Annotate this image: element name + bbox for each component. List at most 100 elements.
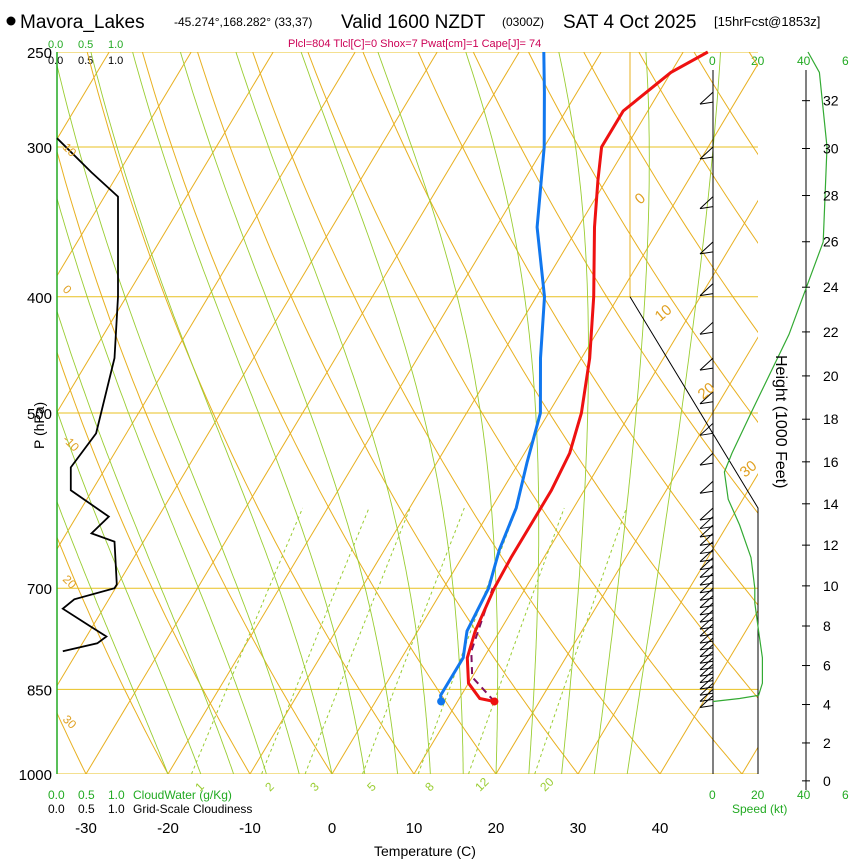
mixing-ratio-label: 5 bbox=[364, 779, 379, 794]
wind-barb bbox=[699, 695, 714, 708]
svg-text:20: 20 bbox=[751, 788, 765, 802]
isotherm-line bbox=[331, 63, 758, 774]
wind-barb-flag bbox=[699, 517, 714, 521]
height-tick-label: 4 bbox=[823, 697, 831, 713]
dry-adiabat-line bbox=[583, 52, 758, 334]
moist-adiabat-line bbox=[377, 52, 499, 774]
adiabat-label: 20 bbox=[60, 572, 80, 592]
dry-adiabat-line bbox=[0, 52, 4, 774]
wind-speed-line bbox=[712, 51, 828, 703]
wind-barb-flag bbox=[699, 626, 714, 630]
wind-barb-staff bbox=[699, 609, 714, 623]
svg-text:40: 40 bbox=[797, 54, 811, 68]
wind-barb-flag bbox=[699, 542, 714, 546]
wind-barb bbox=[699, 650, 714, 664]
temperature-line bbox=[465, 50, 709, 703]
wind-barb bbox=[699, 657, 714, 671]
wind-barb bbox=[699, 422, 714, 436]
x-axis-title: Temperature (C) bbox=[374, 843, 476, 859]
moist-adiabat-line bbox=[90, 52, 333, 774]
wind-barb-flag bbox=[699, 367, 714, 371]
wind-barb-staff bbox=[699, 480, 714, 494]
height-tick-label: 30 bbox=[823, 141, 839, 157]
adiabat-label: 30 bbox=[60, 712, 80, 732]
wind-barb-staff bbox=[699, 676, 714, 690]
wind-barb bbox=[699, 587, 714, 601]
wind-barb-flag bbox=[699, 567, 714, 571]
isotherm-line bbox=[57, 52, 356, 550]
dry-adiabat-line bbox=[252, 52, 661, 774]
wind-barb bbox=[699, 91, 714, 105]
mixing-ratio-line bbox=[534, 507, 627, 774]
wind-barb bbox=[699, 630, 714, 644]
wind-barb bbox=[699, 452, 714, 466]
moist-adiabat-line bbox=[465, 52, 540, 774]
wind-barb-flag bbox=[699, 251, 714, 255]
dry-adiabat-line bbox=[528, 52, 758, 424]
wind-barb bbox=[699, 580, 714, 594]
moist-adiabat-line bbox=[558, 52, 589, 774]
wind-barb-flag bbox=[699, 686, 714, 690]
isotherm-line bbox=[167, 52, 602, 774]
temperature-tick-label: 0 bbox=[328, 820, 336, 837]
wind-barb bbox=[699, 637, 714, 651]
wind-barb bbox=[699, 480, 714, 494]
height-tick-label: 18 bbox=[823, 411, 839, 427]
sounding-traces bbox=[56, 50, 828, 706]
cloudiness-label: Grid-Scale Cloudiness bbox=[133, 802, 252, 816]
wind-barb bbox=[699, 357, 714, 371]
pressure-tick-label: 500 bbox=[27, 406, 52, 423]
station-name: Mavora_Lakes bbox=[20, 12, 145, 33]
height-tick-label: 12 bbox=[823, 537, 839, 553]
wind-barb-staff bbox=[699, 630, 714, 644]
height-tick-label: 26 bbox=[823, 234, 839, 250]
height-tick-label: 32 bbox=[823, 93, 839, 109]
wind-barbs bbox=[699, 91, 714, 708]
mixing-ratio-line bbox=[362, 507, 465, 774]
isotherm-line bbox=[249, 52, 684, 774]
wind-barb bbox=[699, 670, 714, 684]
wind-barb-flag bbox=[699, 206, 714, 210]
plot-frame bbox=[56, 52, 807, 790]
moist-adiabat-line bbox=[57, 409, 202, 774]
height-tick-label: 20 bbox=[823, 368, 839, 384]
wind-barb bbox=[699, 572, 714, 586]
moist-adiabat-line bbox=[132, 52, 366, 774]
wind-barb-flag bbox=[699, 667, 714, 671]
wind-barb-flag bbox=[699, 534, 714, 538]
svg-text:0.0: 0.0 bbox=[48, 802, 65, 816]
svg-text:1.0: 1.0 bbox=[108, 788, 125, 802]
wind-barb-staff bbox=[699, 644, 714, 657]
wind-barb bbox=[699, 146, 714, 160]
svg-text:0.5: 0.5 bbox=[78, 55, 93, 67]
height-tick-label: 0 bbox=[823, 773, 831, 789]
mixing-ratio-line bbox=[417, 507, 518, 774]
wind-barb-flag bbox=[699, 293, 714, 297]
thermo-grid bbox=[0, 52, 758, 774]
wind-barb-staff bbox=[699, 688, 714, 702]
mixing-ratio-label: 3 bbox=[307, 779, 322, 794]
isotherm-line bbox=[57, 52, 274, 414]
svg-text:0.5: 0.5 bbox=[78, 788, 95, 802]
moist-adiabat-line bbox=[300, 52, 464, 774]
moist-adiabat-line bbox=[57, 63, 300, 774]
wind-barb bbox=[699, 644, 714, 658]
dry-adiabat-line bbox=[197, 52, 579, 774]
mixing-ratio-line bbox=[468, 507, 565, 774]
dry-adiabat-line bbox=[307, 52, 743, 774]
wind-barb-flag bbox=[699, 698, 714, 702]
grid-clip-group bbox=[0, 52, 758, 774]
wind-barb bbox=[699, 595, 714, 609]
wind-barb-flag bbox=[699, 680, 714, 684]
wind-barb-staff bbox=[699, 452, 714, 466]
wind-barb bbox=[699, 676, 714, 690]
mixing-ratio-line bbox=[304, 507, 411, 774]
wind-barb-flag bbox=[699, 490, 714, 494]
wind-barb-flag bbox=[699, 704, 714, 708]
wind-barb bbox=[699, 602, 714, 616]
height-axis-title: Height (1000 Feet) bbox=[772, 355, 789, 488]
wind-barb-flag bbox=[699, 692, 714, 696]
wind-barb-staff bbox=[699, 602, 714, 616]
dry-adiabat-line bbox=[141, 52, 497, 774]
